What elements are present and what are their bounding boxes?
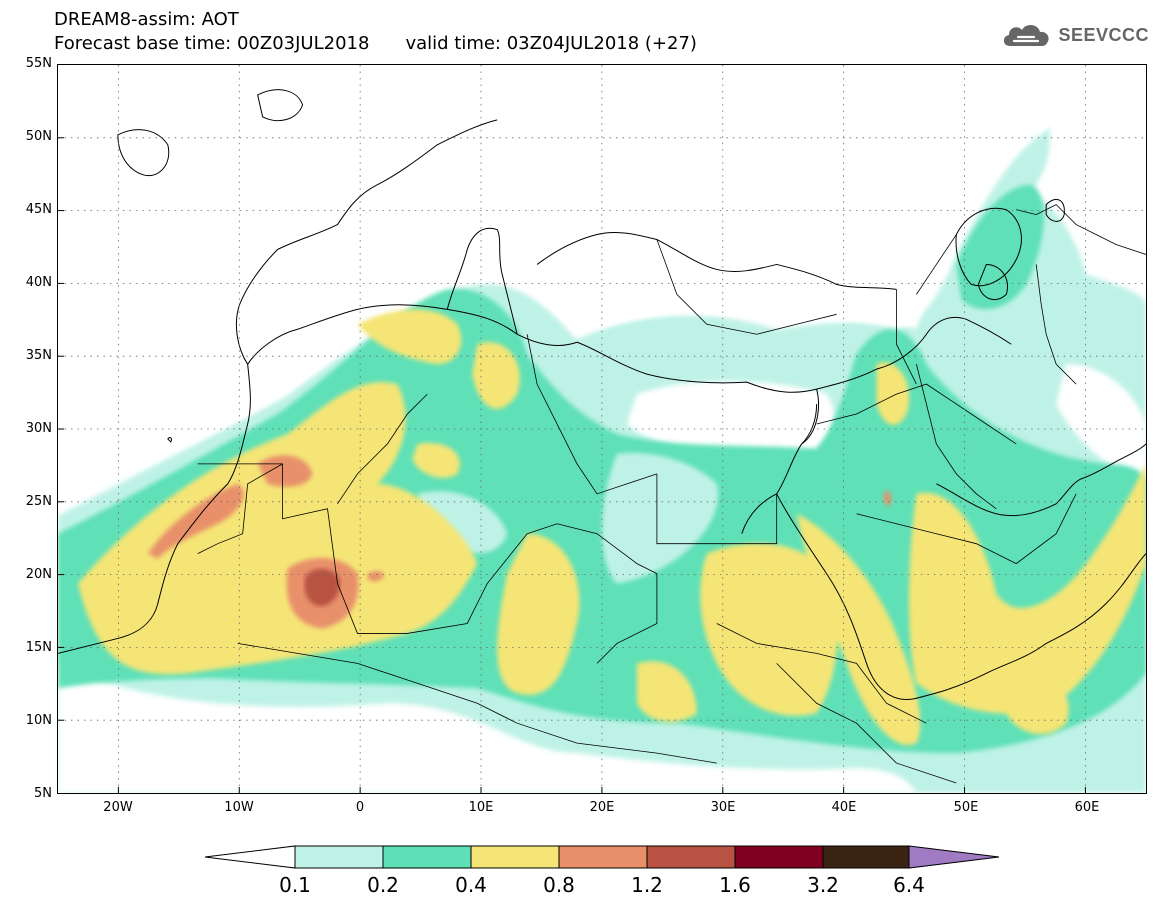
logo-text: SEEVCCC	[1058, 24, 1149, 45]
colorbar-label: 0.8	[543, 873, 575, 897]
valid-time: valid time: 03Z04JUL2018 (+27)	[405, 33, 697, 54]
clean-air	[58, 65, 1146, 793]
colorbar-label: 6.4	[893, 873, 925, 897]
lat-label: 20N	[25, 567, 52, 582]
aot-map	[57, 64, 1147, 794]
map-grid	[58, 65, 1146, 793]
country-borders	[197, 204, 1146, 784]
map-canvas	[58, 65, 1146, 793]
lat-label: 30N	[25, 421, 52, 436]
lat-label: 45N	[25, 202, 52, 217]
colorbar-bin	[646, 845, 736, 869]
cloud-icon	[1004, 24, 1050, 46]
aot-band-0.4	[77, 309, 1146, 746]
lon-label: 50E	[953, 800, 979, 815]
time-info: Forecast base time: 00Z03JUL2018 valid ti…	[54, 32, 1054, 56]
colorbar-label: 1.6	[719, 873, 751, 897]
colorbar-label: 0.4	[455, 873, 487, 897]
base-time: Forecast base time: 00Z03JUL2018	[54, 33, 370, 54]
colorbar-svg	[205, 845, 1000, 869]
map-title: DREAM8-assim: AOT Forecast base time: 00…	[54, 8, 1054, 56]
colorbar-bin	[734, 845, 824, 869]
lat-label: 5N	[34, 786, 52, 801]
lon-label: 0	[355, 800, 365, 815]
lat-label: 25N	[25, 494, 52, 509]
colorbar-label: 1.2	[631, 873, 663, 897]
lat-label: 55N	[25, 56, 52, 71]
colorbar-extend-high	[908, 845, 1000, 869]
lat-label: 15N	[25, 640, 52, 655]
lon-label: 30E	[710, 800, 736, 815]
colorbar-bin	[822, 845, 910, 869]
colorbar-label: 3.2	[807, 873, 839, 897]
lon-label: 20E	[589, 800, 615, 815]
axis-ticks	[58, 137, 1086, 793]
colorbar-label: 0.1	[279, 873, 311, 897]
colorbar-bin	[558, 845, 648, 869]
colorbar-bin	[294, 845, 384, 869]
lon-label: 40E	[831, 800, 857, 815]
colorbar-bin	[470, 845, 560, 869]
colorbar-bin	[382, 845, 472, 869]
lon-label: 20W	[103, 800, 133, 815]
lon-label: 60E	[1074, 800, 1100, 815]
product-title: DREAM8-assim: AOT	[54, 9, 239, 30]
colorbar	[205, 842, 1000, 872]
aot-band-0.8	[147, 455, 892, 629]
lat-label: 40N	[25, 275, 52, 290]
colorbar-label: 0.2	[367, 873, 399, 897]
lat-label: 35N	[25, 348, 52, 363]
lat-label: 50N	[25, 129, 52, 144]
coastlines	[58, 89, 1146, 700]
lon-label: 10E	[468, 800, 494, 815]
colorbar-extend-low	[205, 845, 296, 869]
lat-label: 10N	[25, 713, 52, 728]
aot-band-1.2	[304, 568, 341, 607]
seevccc-logo: SEEVCCC	[1000, 20, 1149, 50]
lon-label: 10W	[224, 800, 254, 815]
